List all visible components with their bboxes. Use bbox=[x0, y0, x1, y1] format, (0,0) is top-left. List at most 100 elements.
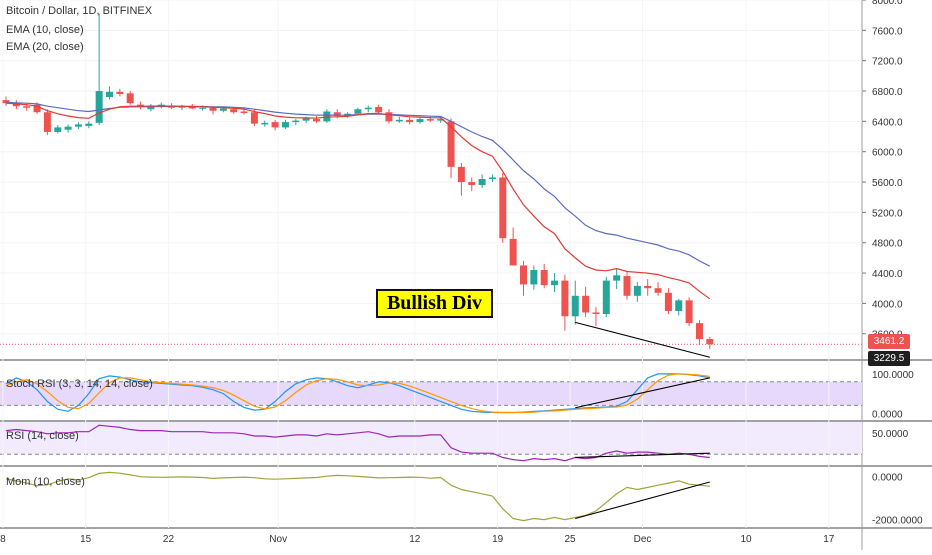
time-tick-label: Dec bbox=[634, 534, 652, 545]
candle-body bbox=[375, 106, 383, 113]
candle-body bbox=[43, 112, 51, 132]
divergence-trendline bbox=[575, 377, 710, 409]
price-tick-label: 8000.0 bbox=[872, 0, 903, 7]
candle-body bbox=[592, 312, 600, 315]
price-tick-label: 7200.0 bbox=[872, 57, 903, 68]
candle-body bbox=[2, 100, 10, 104]
time-tick-label: 22 bbox=[163, 534, 175, 545]
candle-body bbox=[488, 177, 496, 179]
candle-body bbox=[333, 112, 341, 117]
momentum-tick-label: -2000.0000 bbox=[872, 516, 923, 527]
price-tick-label: 6800.0 bbox=[872, 87, 903, 98]
low-price-tag: 3229.5 bbox=[868, 351, 910, 366]
candle-body bbox=[230, 109, 238, 113]
time-tick-label: 25 bbox=[565, 534, 577, 545]
candle-body bbox=[675, 300, 683, 311]
stoch-tick-label: 100.0000 bbox=[872, 370, 914, 381]
candle-body bbox=[706, 339, 714, 345]
candle-body bbox=[437, 119, 445, 121]
time-tick-label: 17 bbox=[823, 534, 835, 545]
time-tick-label: 12 bbox=[409, 534, 421, 545]
rsi-line bbox=[5, 424, 710, 462]
candle-body bbox=[209, 107, 217, 111]
divergence-trendline bbox=[575, 452, 710, 459]
time-tick-label: 10 bbox=[740, 534, 752, 545]
ema20-legend[interactable]: EMA (20, close) bbox=[6, 41, 84, 53]
candle-body bbox=[571, 295, 579, 317]
candle-body bbox=[23, 106, 31, 108]
candle-body bbox=[613, 275, 621, 281]
candle-body bbox=[85, 123, 93, 126]
candle-body bbox=[364, 107, 372, 110]
bullish-div-annotation[interactable]: Bullish Div bbox=[376, 289, 493, 318]
candle-body bbox=[54, 127, 62, 132]
candle-body bbox=[147, 105, 155, 110]
price-tick-label: 7600.0 bbox=[872, 26, 903, 37]
divergence-trendline bbox=[575, 481, 710, 520]
candle-body bbox=[250, 112, 258, 124]
price-tick-label: 6400.0 bbox=[872, 117, 903, 128]
candle-body bbox=[530, 270, 538, 285]
candle-body bbox=[416, 119, 424, 123]
stoch-rsi-label[interactable]: Stoch RSI (3, 3, 14, 14, close) bbox=[6, 378, 153, 390]
candle-body bbox=[116, 91, 124, 95]
candle-body bbox=[406, 119, 414, 123]
candle-body bbox=[188, 106, 196, 109]
candle-body bbox=[654, 288, 662, 293]
candle-body bbox=[12, 103, 20, 107]
candle-body bbox=[685, 300, 693, 324]
stoch-tick-label: 0.0000 bbox=[872, 409, 903, 420]
candle-body bbox=[74, 124, 82, 127]
time-tick-label: 8 bbox=[0, 534, 6, 545]
candle-body bbox=[313, 119, 320, 122]
ema10-legend[interactable]: EMA (10, close) bbox=[6, 24, 84, 36]
candle-body bbox=[551, 280, 559, 286]
candle-body bbox=[540, 270, 548, 286]
candle-body bbox=[395, 119, 403, 122]
momentum-tick-label: 0.0000 bbox=[872, 473, 903, 484]
candle-body bbox=[281, 122, 289, 128]
ema10-line bbox=[5, 102, 711, 300]
candle-body bbox=[302, 118, 310, 121]
candle-body bbox=[240, 111, 248, 114]
candle-body bbox=[582, 295, 590, 313]
candle-body bbox=[106, 91, 113, 98]
candle-body bbox=[633, 285, 641, 296]
ema20-line bbox=[5, 101, 711, 267]
price-tick-label: 4800.0 bbox=[872, 239, 903, 250]
price-tick-label: 6000.0 bbox=[872, 148, 903, 159]
candle-body bbox=[447, 121, 455, 167]
candle-body bbox=[95, 91, 103, 123]
rsi-label[interactable]: RSI (14, close) bbox=[6, 430, 79, 442]
price-tick-label: 5600.0 bbox=[872, 178, 903, 189]
candle-body bbox=[695, 323, 703, 340]
rsi-tick-label: 50.0000 bbox=[872, 429, 909, 440]
last-price-tag: 3461.2 bbox=[868, 334, 910, 349]
candle-body bbox=[33, 104, 41, 113]
candle-body bbox=[623, 276, 631, 296]
candle-body bbox=[219, 108, 227, 111]
candle-body bbox=[468, 182, 476, 186]
stoch-d-line bbox=[5, 373, 710, 414]
candle-body bbox=[520, 265, 527, 285]
rsi-band bbox=[0, 422, 862, 455]
candle-body bbox=[457, 166, 465, 183]
candle-body bbox=[385, 112, 393, 122]
candle-body bbox=[644, 285, 652, 289]
candle-body bbox=[426, 119, 434, 121]
candle-body bbox=[499, 177, 507, 239]
divergence-trendline bbox=[575, 321, 710, 358]
candle-body bbox=[509, 238, 517, 266]
symbol-title[interactable]: Bitcoin / Dollar, 1D, BITFINEX bbox=[6, 5, 153, 17]
momentum-line bbox=[5, 471, 710, 522]
momentum-label[interactable]: Mom (10, close) bbox=[6, 476, 85, 488]
candle-body bbox=[354, 109, 362, 114]
candle-body bbox=[602, 280, 610, 315]
candle-body bbox=[261, 122, 269, 125]
candle-body bbox=[126, 93, 134, 104]
candle-body bbox=[271, 122, 279, 128]
price-tick-label: 5200.0 bbox=[872, 208, 903, 219]
price-tick-label: 4400.0 bbox=[872, 269, 903, 280]
